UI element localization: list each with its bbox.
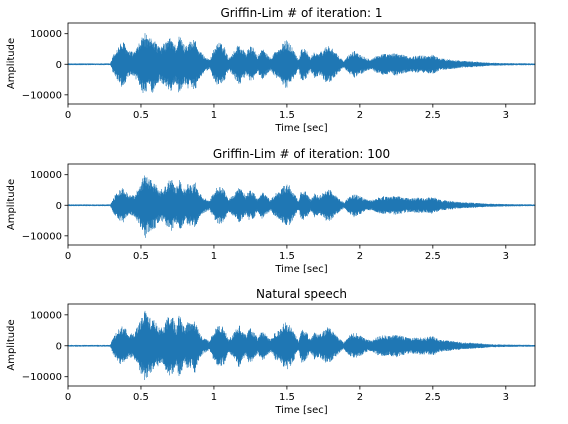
chart-panel-1: Griffin-Lim # of iteration: 1 0 0.5 1 1.5 2 2.… xyxy=(6,6,536,134)
y-axis-label: Amplitude xyxy=(6,38,17,89)
waveform-series xyxy=(67,175,536,238)
chart-title: Natural speech xyxy=(256,287,347,301)
x-axis-label: Time [sec] xyxy=(274,405,327,416)
x-tick-label: 2.5 xyxy=(425,251,441,262)
x-tick-label: 0.5 xyxy=(133,110,149,121)
x-axis-label: Time [sec] xyxy=(274,123,327,134)
chart-title: Griffin-Lim # of iteration: 1 xyxy=(220,6,382,20)
y-tick-label: −10000 xyxy=(22,90,62,101)
y-tick-label: 10000 xyxy=(30,29,62,40)
waveform-series xyxy=(67,310,536,380)
y-tick-label: −10000 xyxy=(22,231,62,242)
x-tick-label: 3 xyxy=(503,110,509,121)
y-axis-label: Amplitude xyxy=(6,179,17,230)
chart-panel-2: Griffin-Lim # of iteration: 100 0 0.5 1 1.5 2… xyxy=(6,147,536,275)
chart-title: Griffin-Lim # of iteration: 100 xyxy=(213,147,390,161)
y-axis-label: Amplitude xyxy=(6,319,17,370)
waveform-series xyxy=(67,33,536,93)
x-tick-label: 1 xyxy=(211,392,217,403)
y-tick-label: −10000 xyxy=(22,372,62,383)
x-tick-label: 0 xyxy=(65,110,71,121)
x-tick-label: 2.5 xyxy=(425,392,441,403)
x-tick-label: 1 xyxy=(211,110,217,121)
plot-frame xyxy=(67,22,536,105)
x-axis-label: Time [sec] xyxy=(274,264,327,275)
x-tick-label: 3 xyxy=(503,251,509,262)
y-tick-label: 10000 xyxy=(30,310,62,321)
x-tick-label: 0.5 xyxy=(133,392,149,403)
x-tick-label: 3 xyxy=(503,392,509,403)
x-tick-label: 2 xyxy=(357,110,363,121)
y-tick-label: 0 xyxy=(56,201,62,212)
x-tick-label: 1 xyxy=(211,251,217,262)
x-tick-label: 1.5 xyxy=(279,110,295,121)
x-tick-label: 2.5 xyxy=(425,110,441,121)
y-tick-label: 0 xyxy=(56,341,62,352)
x-tick-label: 0.5 xyxy=(133,251,149,262)
x-tick-label: 0 xyxy=(65,392,71,403)
y-tick-label: 0 xyxy=(56,60,62,71)
x-tick-label: 1.5 xyxy=(279,251,295,262)
x-tick-label: 0 xyxy=(65,251,71,262)
x-tick-label: 1.5 xyxy=(279,392,295,403)
x-tick-label: 2 xyxy=(357,251,363,262)
plot-frame xyxy=(67,163,536,246)
y-tick-label: 10000 xyxy=(30,170,62,181)
x-tick-label: 2 xyxy=(357,392,363,403)
plot-frame xyxy=(67,303,536,387)
